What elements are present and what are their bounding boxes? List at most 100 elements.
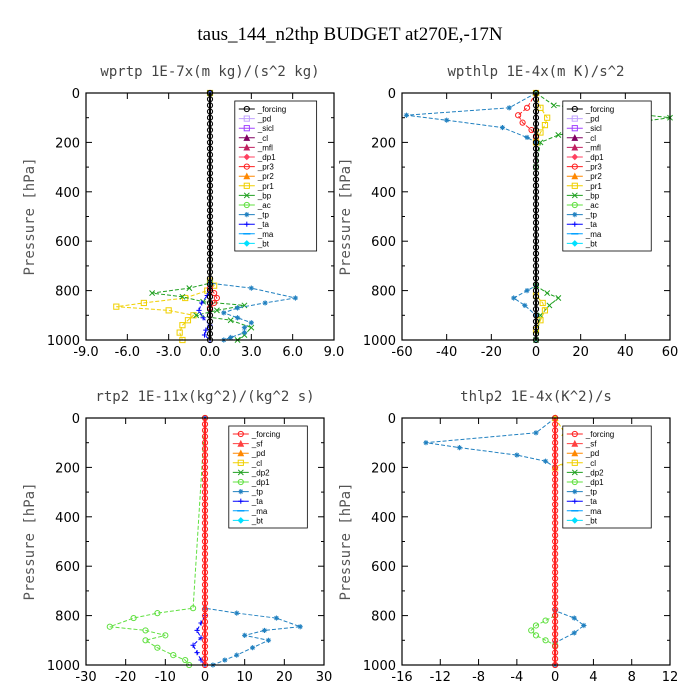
data-point [552, 519, 559, 527]
y-axis-label: Pressure [hPa] [22, 482, 38, 600]
data-point [532, 293, 540, 300]
legend-label: _forcing [585, 105, 614, 114]
legend-marker [237, 459, 244, 466]
legend-marker [571, 478, 578, 486]
x-tick-label: -8 [472, 670, 485, 685]
data-point [206, 281, 214, 288]
legend-marker [571, 163, 578, 170]
data-point [198, 635, 204, 641]
data-point [532, 139, 540, 146]
legend-marker [571, 439, 579, 447]
data-point [552, 600, 559, 607]
y-tick-label: 600 [371, 560, 396, 575]
data-point [506, 105, 512, 111]
data-point [532, 238, 540, 245]
data-point [206, 96, 214, 103]
data-point [571, 630, 577, 636]
data-point [201, 433, 209, 440]
series-line-dp1 [530, 418, 556, 646]
legend-label: _ta [251, 497, 264, 506]
data-point [552, 569, 559, 576]
chart-panel-3: rtp2 1E-11x(kg^2)/(kg^2 s) Pressure [hPa]… [22, 389, 332, 685]
x-tick-label: 20 [276, 670, 293, 685]
series-line-ta [198, 93, 211, 341]
y-tick-label: 0 [72, 87, 80, 102]
legend-label: _mfl [257, 143, 273, 152]
legend-label: _cl [257, 134, 268, 143]
legend-marker [571, 105, 578, 113]
data-point [206, 151, 214, 158]
data-point [552, 445, 559, 452]
data-point [456, 445, 463, 451]
data-point [201, 526, 209, 533]
data-point [222, 657, 228, 663]
legend-marker [243, 134, 251, 141]
legend-marker [571, 469, 578, 476]
legend-marker [571, 153, 579, 161]
data-point [552, 538, 559, 545]
data-point [532, 225, 540, 232]
data-point [211, 299, 218, 307]
legend-label: _cl [585, 134, 596, 143]
data-point [552, 544, 559, 551]
y-tick-label: 0 [388, 87, 396, 102]
data-point [552, 470, 559, 477]
data-point [206, 231, 214, 239]
legend-marker [571, 172, 579, 180]
data-point [201, 451, 209, 459]
data-point [544, 290, 551, 297]
x-tick-label: 6.0 [282, 345, 303, 360]
data-point [206, 133, 214, 140]
data-point [206, 207, 214, 214]
data-point [532, 213, 540, 220]
legend-marker [571, 240, 579, 247]
plot-frame [401, 92, 671, 341]
legend-marker [237, 517, 245, 524]
series-line-tp [204, 418, 301, 666]
data-point [201, 606, 209, 613]
data-point [532, 157, 540, 165]
x-tick-label: 30 [316, 670, 333, 685]
legend-label: _forcing [585, 430, 614, 439]
panel-title: rtp2 1E-11x(kg^2)/(kg^2 s) [95, 389, 314, 405]
legend-marker [571, 201, 578, 209]
data-point [552, 433, 559, 440]
series-markers [202, 415, 303, 668]
legend-label: _pr1 [585, 182, 603, 191]
legend-marker [572, 489, 578, 495]
x-tick-label: -6.0 [115, 345, 140, 360]
data-point [200, 315, 206, 321]
legend-label: _ta [257, 220, 270, 229]
y-tick-label: 800 [371, 285, 396, 300]
data-point [206, 164, 214, 171]
data-point [552, 526, 559, 533]
data-point [523, 104, 531, 111]
legend-label: _sicl [585, 124, 602, 133]
legend-label: _pd [585, 449, 599, 458]
data-point [201, 575, 209, 582]
data-point [206, 256, 214, 263]
data-point [193, 312, 200, 319]
data-point [532, 164, 540, 171]
legend-marker [571, 459, 578, 466]
data-point [201, 439, 209, 446]
data-point [552, 458, 559, 465]
data-point [201, 563, 209, 570]
legend-label: _forcing [251, 430, 280, 439]
y-tick-label: 200 [55, 461, 80, 476]
legend-marker [571, 517, 579, 524]
data-point [514, 452, 520, 458]
y-axis-label: Pressure [hPa] [22, 157, 38, 275]
series-line-tp [425, 417, 585, 665]
y-tick-label: 200 [371, 136, 396, 151]
data-point [552, 593, 559, 601]
legend-label: _dp1 [251, 478, 270, 487]
data-point [206, 262, 214, 269]
y-tick-label: 400 [371, 186, 396, 201]
data-point [552, 495, 559, 502]
legend-label: _ta [585, 497, 598, 506]
data-point [130, 614, 137, 622]
data-point [552, 618, 559, 625]
data-point [532, 182, 540, 189]
x-tick-label: -30 [75, 670, 96, 685]
